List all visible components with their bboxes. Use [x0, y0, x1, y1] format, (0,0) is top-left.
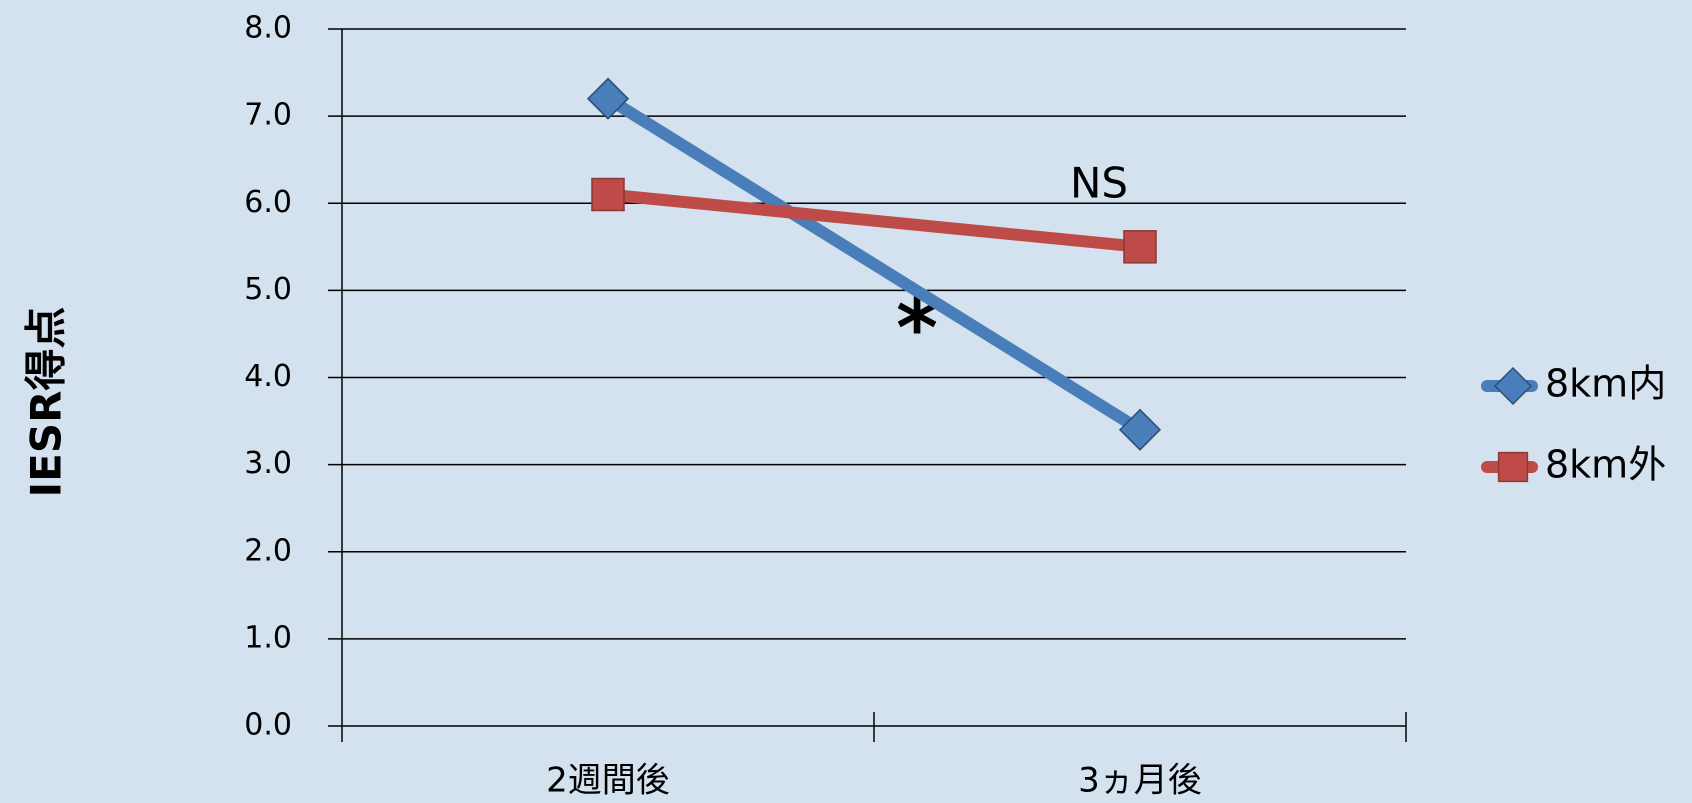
- y-tick-label: 2.0: [244, 533, 292, 568]
- x-tick-label: 3ヵ月後: [1078, 761, 1202, 801]
- marker: [1118, 408, 1162, 451]
- y-axis-label: IESR得点: [22, 307, 71, 498]
- series-line: [607, 188, 1141, 253]
- annotation: NS: [1070, 159, 1128, 208]
- marker: [1493, 366, 1533, 406]
- legend-label: 8km内: [1545, 362, 1666, 406]
- marker: [591, 177, 625, 212]
- marker: [586, 77, 630, 120]
- y-tick-label: 6.0: [244, 185, 292, 220]
- series-line: [604, 93, 1144, 435]
- marker: [1123, 230, 1157, 264]
- y-tick-label: 8.0: [244, 11, 292, 46]
- y-tick-label: 0.0: [244, 708, 292, 743]
- legend-label: 8km外: [1545, 443, 1666, 487]
- x-tick-label: 2週間後: [546, 761, 670, 801]
- y-tick-label: 3.0: [244, 446, 292, 481]
- marker: [1497, 451, 1529, 483]
- y-tick-label: 1.0: [244, 620, 292, 655]
- y-tick-label: 5.0: [244, 272, 292, 307]
- y-tick-label: 4.0: [244, 359, 292, 394]
- y-tick-label: 7.0: [244, 98, 292, 133]
